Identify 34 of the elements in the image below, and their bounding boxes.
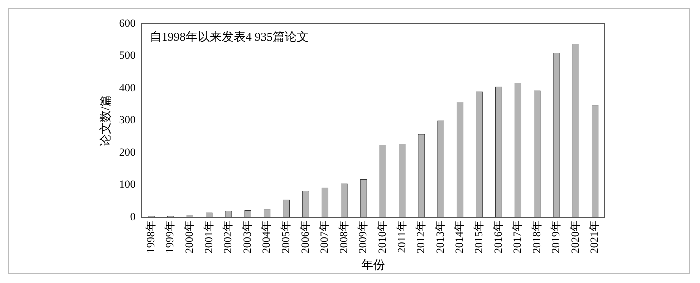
x-tick-label: 2020年 — [570, 220, 582, 254]
x-tick-label: 2012年 — [416, 220, 428, 254]
y-tick-label: 300 — [119, 114, 136, 127]
x-tick-label: 2000年 — [184, 220, 196, 254]
x-tick-label: 2014年 — [454, 220, 466, 254]
x-tick-label: 2010年 — [376, 220, 389, 254]
y-tick-label: 600 — [119, 18, 136, 30]
x-tick-label: 2011年 — [396, 220, 408, 254]
x-tick-label: 1999年 — [164, 220, 177, 254]
x-axis-title: 年份 — [361, 258, 386, 272]
x-tick-label: 2015年 — [473, 220, 486, 254]
x-tick-label: 2002年 — [222, 220, 235, 254]
x-tick-label: 2001年 — [203, 220, 216, 254]
x-tick-label: 2006年 — [300, 220, 312, 254]
y-tick-label: 500 — [119, 50, 136, 62]
y-tick-label: 400 — [119, 82, 136, 94]
x-tick-label: 2007年 — [319, 220, 332, 254]
y-tick-label: 200 — [119, 146, 136, 159]
y-axis-title: 论文数/篇 — [98, 95, 112, 146]
x-tick-label: 2005年 — [280, 220, 293, 254]
x-tick-label: 2004年 — [261, 220, 274, 254]
x-tick-label: 2003年 — [242, 220, 254, 254]
x-tick-label: 2009年 — [358, 220, 370, 254]
y-tick-label: 100 — [119, 179, 136, 192]
x-tick-label: 2021年 — [589, 220, 602, 254]
x-tick-label: 2019年 — [550, 220, 563, 254]
x-tick-label: 2008年 — [338, 220, 350, 254]
annotation: 自1998年以来发表4 935篇论文 — [150, 30, 309, 44]
y-tick-label: 0 — [130, 211, 136, 224]
x-tick-label: 1998年 — [145, 220, 158, 254]
x-tick-label: 2018年 — [531, 220, 544, 254]
x-tick-label: 2016年 — [492, 220, 505, 254]
x-tick-label: 2017年 — [512, 220, 524, 254]
x-tick-label: 2013年 — [434, 220, 447, 254]
